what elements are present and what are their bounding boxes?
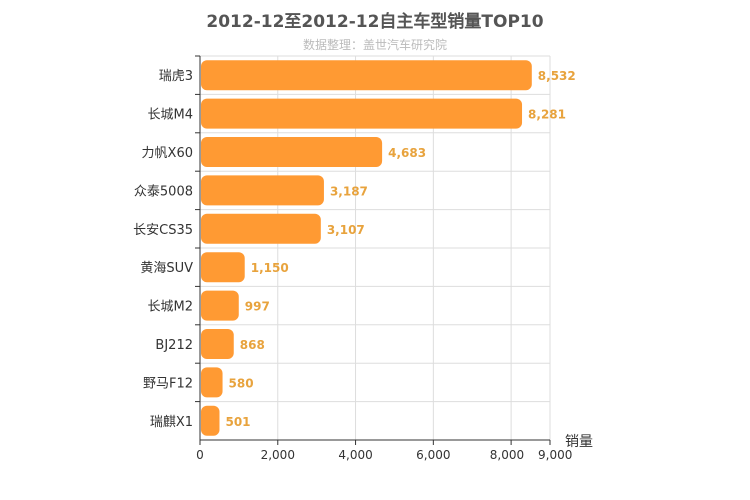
category-label: 瑞麒X1 [150, 414, 193, 430]
bar[interactable] [201, 137, 383, 167]
chart-title: 2012-12至2012-12自主车型销量TOP10 [206, 12, 544, 32]
bar[interactable] [201, 213, 321, 244]
x-tick-label: 9,000 [538, 448, 572, 462]
category-label: 长城M4 [148, 108, 194, 123]
x-tick-label: 4,000 [338, 448, 372, 462]
category-label: 长城M2 [148, 300, 194, 315]
bar[interactable] [201, 329, 234, 359]
category-label: BJ212 [155, 338, 193, 353]
category-label: 众泰5008 [134, 184, 193, 199]
chart-subtitle: 数据整理：盖世汽车研究院 [302, 38, 447, 52]
bar[interactable] [201, 252, 245, 283]
bar-value-label: 501 [225, 415, 250, 429]
x-tick-label: 6,000 [416, 448, 450, 462]
bar-value-label: 1,150 [251, 261, 289, 275]
x-tick-label: 8,000 [490, 448, 524, 462]
bar-value-label: 580 [229, 376, 254, 390]
bar[interactable] [201, 98, 523, 129]
bar-value-label: 3,187 [330, 184, 368, 198]
category-label: 黄海SUV [140, 261, 193, 276]
x-tick-label: 0 [196, 448, 204, 462]
bar-value-label: 997 [245, 300, 270, 314]
bar[interactable] [201, 367, 223, 398]
x-axis-title: 销量 [565, 434, 593, 450]
bar-value-label: 3,107 [327, 223, 365, 237]
category-label: 瑞虎3 [159, 69, 193, 84]
bar[interactable] [201, 290, 239, 321]
bar-value-label: 8,532 [538, 69, 576, 83]
bar-value-label: 4,683 [388, 146, 426, 160]
bar-value-label: 868 [240, 338, 265, 352]
x-tick-label: 2,000 [261, 448, 295, 462]
bar[interactable] [201, 405, 220, 436]
bar[interactable] [201, 60, 532, 91]
bar[interactable] [201, 175, 324, 206]
category-label: 力帆X60 [142, 146, 193, 161]
category-label: 野马F12 [143, 376, 193, 391]
bar-value-label: 8,281 [528, 108, 566, 122]
category-label: 长安CS35 [133, 223, 193, 238]
